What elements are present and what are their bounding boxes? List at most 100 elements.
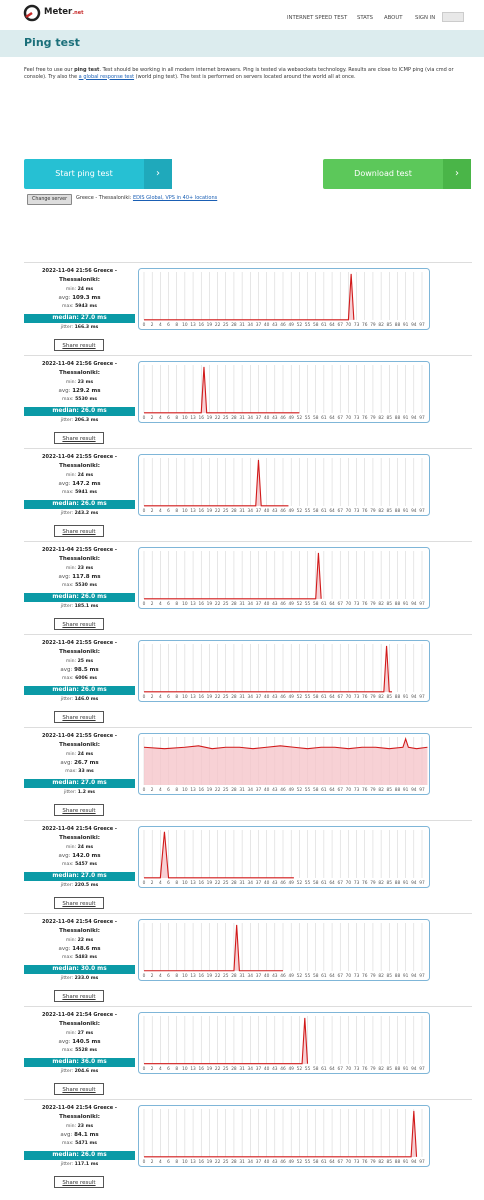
button-arrow: › [144, 159, 172, 189]
x-tick-label: 73 [354, 1066, 360, 1072]
separator [24, 355, 472, 356]
x-tick-label: 94 [411, 973, 417, 979]
ping-chart: 0 2 4 6 8 10 13 16 19 22 25 28 31 34 37 40 43 46 49 52 55 58 6… [138, 1012, 430, 1074]
x-tick-label: 58 [313, 973, 319, 979]
stat-value: 147.2 ms [72, 481, 101, 487]
x-tick-label: 94 [411, 880, 417, 886]
x-tick-label: 13 [190, 694, 196, 700]
nav-link[interactable]: ABOUT [384, 15, 403, 21]
ping-line [144, 366, 300, 414]
x-tick-label: 85 [387, 973, 393, 979]
server-provider[interactable]: EDIS Global, VPS in 40+ locations [132, 195, 218, 201]
logo-suffix: .net [72, 10, 84, 16]
share-button[interactable]: Share result [54, 1083, 104, 1095]
download-button[interactable]: Download test › [323, 159, 471, 189]
stat-value: 146.0 ms [74, 697, 99, 702]
x-tick-label: 40 [264, 322, 270, 328]
x-tick-label: 37 [256, 508, 262, 514]
x-tick-label: 94 [411, 787, 417, 793]
x-tick-label: 25 [223, 415, 229, 421]
result-heading: 2022-11-04 21:55 Greece - [24, 733, 135, 739]
result-location: Greece - [93, 1105, 117, 1111]
x-tick-label: 2 [151, 415, 154, 421]
share-button[interactable]: Share result [54, 618, 104, 630]
intro-link[interactable]: a global response test [78, 73, 135, 80]
x-tick-label: 88 [395, 508, 401, 514]
ping-chart: 0 2 4 6 8 10 13 16 19 22 25 28 31 34 37 40 43 46 49 52 55 58 6… [138, 454, 430, 516]
stat-label: max: [62, 1048, 74, 1053]
x-tick-label: 13 [190, 880, 196, 886]
x-tick-label: 49 [288, 508, 294, 514]
share-button[interactable]: Share result [54, 711, 104, 723]
x-tick-label: 64 [329, 415, 335, 421]
x-tick-label: 49 [288, 1066, 294, 1072]
result-time: 2022-11-04 21:54 [42, 826, 92, 832]
x-tick-label: 94 [411, 1159, 417, 1165]
x-tick-label: 85 [387, 1159, 393, 1165]
x-tick-label: 43 [272, 415, 278, 421]
x-tick-label: 61 [321, 1066, 327, 1072]
x-tick-label: 40 [264, 601, 270, 607]
share-button[interactable]: Share result [54, 804, 104, 816]
share-button[interactable]: Share result [54, 1176, 104, 1188]
nav-link[interactable]: STATS [357, 15, 373, 21]
result-location: Greece - [93, 361, 117, 367]
nav-link[interactable]: SIGN IN [415, 15, 436, 21]
x-tick-label: 37 [256, 880, 262, 886]
x-tick-label: 52 [297, 973, 303, 979]
share-button[interactable]: Share result [54, 897, 104, 909]
x-tick-label: 79 [370, 508, 376, 514]
x-tick-label: 52 [297, 601, 303, 607]
x-tick-label: 55 [305, 880, 311, 886]
x-tick-label: 25 [223, 1066, 229, 1072]
x-tick-label: 79 [370, 601, 376, 607]
x-tick-label: 64 [329, 601, 335, 607]
median-value: 26.0 ms [80, 408, 107, 414]
x-tick-label: 76 [362, 1159, 368, 1165]
x-tick-label: 22 [215, 787, 221, 793]
ping-line [144, 1110, 418, 1158]
logo: Meter.net [44, 7, 84, 17]
share-button[interactable]: Share result [54, 990, 104, 1002]
x-tick-label: 58 [313, 601, 319, 607]
x-tick-label: 85 [387, 694, 393, 700]
separator [24, 1006, 472, 1007]
share-button[interactable]: Share result [54, 525, 104, 537]
logo-text: Meter [44, 7, 73, 17]
x-tick-label: 67 [338, 787, 344, 793]
share-button[interactable]: Share result [54, 339, 104, 351]
stat-value: 233.0 ms [74, 976, 99, 981]
x-tick-label: 13 [190, 1159, 196, 1165]
language-select[interactable] [442, 12, 464, 22]
x-tick-label: 94 [411, 508, 417, 514]
stat-value: 140.5 ms [72, 1039, 101, 1045]
stat-jitter: jitter: 1.2 ms [24, 790, 135, 795]
share-button[interactable]: Share result [54, 432, 104, 444]
x-tick-label: 67 [338, 508, 344, 514]
ping-line [144, 552, 322, 600]
stat-value: 109.3 ms [72, 295, 101, 301]
stat-value: 24 ms [77, 752, 94, 757]
result-heading: 2022-11-04 21:54 Greece - [24, 1105, 135, 1111]
x-tick-label: 46 [280, 415, 286, 421]
stat-avg: avg: 142.0 ms [24, 853, 135, 859]
x-tick-label: 2 [151, 880, 154, 886]
x-tick-label: 19 [207, 1159, 213, 1165]
x-tick-label: 88 [395, 415, 401, 421]
stat-label: max: [62, 397, 74, 402]
result-time: 2022-11-04 21:54 [42, 919, 92, 925]
change-server-button[interactable]: Change server [27, 194, 73, 205]
stat-label: avg: [58, 481, 71, 487]
nav-link[interactable]: INTERNET SPEED TEST [287, 15, 348, 21]
x-tick-label: 97 [419, 322, 425, 328]
median-bar: median: 27.0 ms [24, 779, 135, 788]
stat-label: jitter: [60, 1162, 74, 1167]
x-tick-label: 64 [329, 322, 335, 328]
x-tick-label: 13 [190, 601, 196, 607]
page-title: Ping test [24, 36, 80, 49]
intro: Feel free to use our ping test. Test sho… [24, 67, 460, 80]
x-tick-label: 85 [387, 880, 393, 886]
x-tick-label: 55 [305, 1159, 311, 1165]
start-button[interactable]: Start ping test › [24, 159, 172, 189]
